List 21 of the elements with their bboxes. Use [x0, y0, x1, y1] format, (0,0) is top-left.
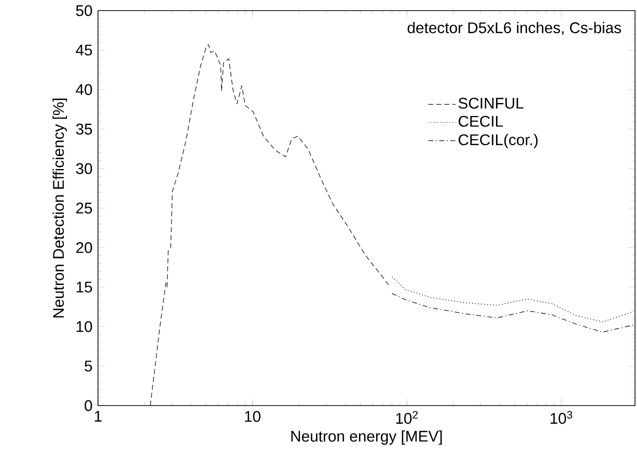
y-tick-label: 25 — [76, 202, 92, 214]
y-tick-label: 30 — [76, 163, 92, 174]
y-tick-label: 5 — [84, 360, 92, 372]
annotation: detector D5xL6 inches, Cs-bias — [408, 22, 621, 36]
y-tick-label: 35 — [76, 124, 92, 135]
legend-label: CECIL — [458, 116, 503, 127]
legend-label: SCINFUL — [458, 98, 524, 109]
y-tick-label: 45 — [76, 44, 92, 56]
y-axis-title: Neutron Detection Efficiency [%] — [52, 98, 67, 318]
y-tick-label: 20 — [76, 242, 92, 254]
x-tick-label: 1 — [94, 411, 102, 422]
x-tick-label: 10 — [245, 411, 260, 422]
x-tick-label: 10$^{2}$ — [396, 411, 418, 424]
y-tick-label: 15 — [76, 282, 92, 293]
y-tick-label: 10 — [76, 321, 92, 332]
legend-label: CECIL(cor.) — [458, 134, 538, 148]
x-axis-title: Neutron energy [MEV] — [291, 430, 442, 445]
y-tick-label: 50 — [76, 5, 92, 16]
y-tick-label: 0 — [84, 400, 92, 412]
y-tick-label: 40 — [76, 84, 92, 96]
x-tick-label: 10$^{3}$ — [550, 411, 572, 424]
